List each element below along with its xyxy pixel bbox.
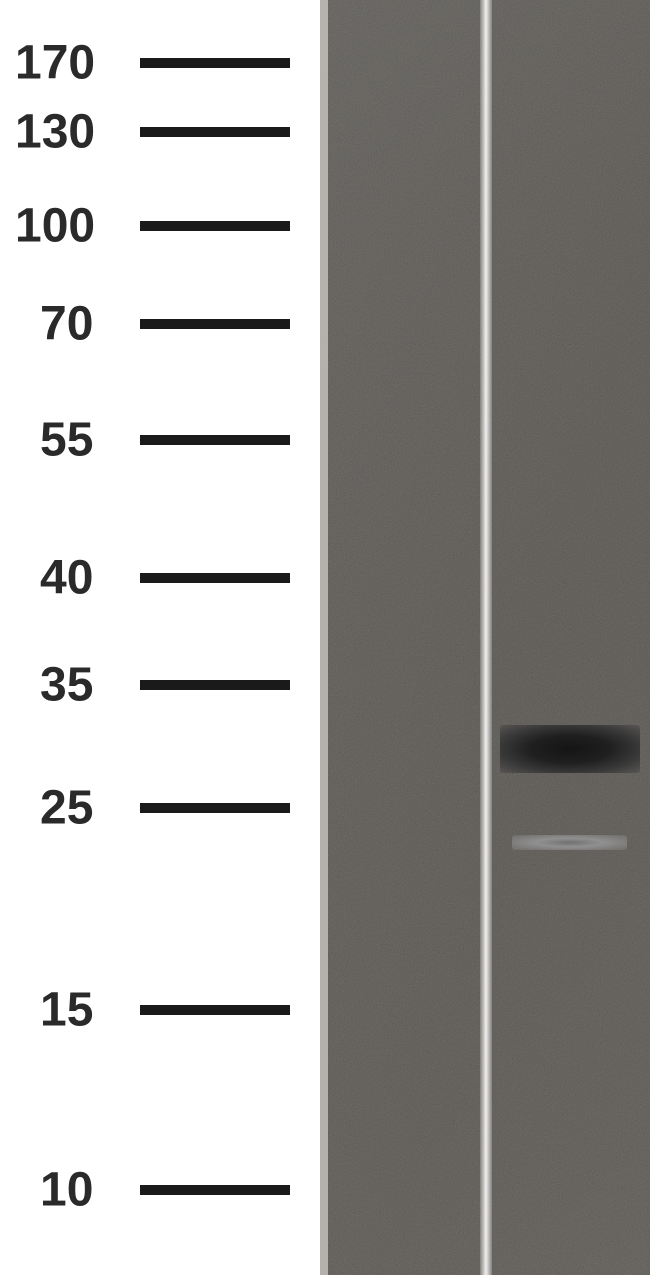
ladder-mark-130 bbox=[140, 127, 290, 137]
lane-divider bbox=[480, 0, 492, 1275]
ladder-mark-70 bbox=[140, 319, 290, 329]
ladder-label-55: 55 bbox=[40, 413, 93, 468]
molecular-weight-labels: 170 130 100 70 55 40 35 25 15 10 bbox=[0, 0, 130, 1275]
protein-band-faint bbox=[512, 835, 627, 850]
ladder-mark-100 bbox=[140, 221, 290, 231]
ladder-label-15: 15 bbox=[40, 983, 93, 1038]
ladder-label-40: 40 bbox=[40, 551, 93, 606]
ladder-label-130: 130 bbox=[15, 105, 95, 160]
ladder-label-170: 170 bbox=[15, 36, 95, 91]
ladder-mark-55 bbox=[140, 435, 290, 445]
ladder-label-100: 100 bbox=[15, 199, 95, 254]
ladder-label-35: 35 bbox=[40, 658, 93, 713]
ladder-mark-35 bbox=[140, 680, 290, 690]
ladder-mark-10 bbox=[140, 1185, 290, 1195]
ladder-label-10: 10 bbox=[40, 1163, 93, 1218]
ladder-label-70: 70 bbox=[40, 297, 93, 352]
ladder-mark-170 bbox=[140, 58, 290, 68]
ladder-mark-25 bbox=[140, 803, 290, 813]
ladder-label-25: 25 bbox=[40, 781, 93, 836]
molecular-weight-marks bbox=[140, 0, 290, 1275]
blot-membrane bbox=[320, 0, 650, 1275]
protein-band-main bbox=[500, 725, 640, 773]
ladder-mark-40 bbox=[140, 573, 290, 583]
ladder-mark-15 bbox=[140, 1005, 290, 1015]
western-blot-figure: 170 130 100 70 55 40 35 25 15 10 bbox=[0, 0, 650, 1275]
